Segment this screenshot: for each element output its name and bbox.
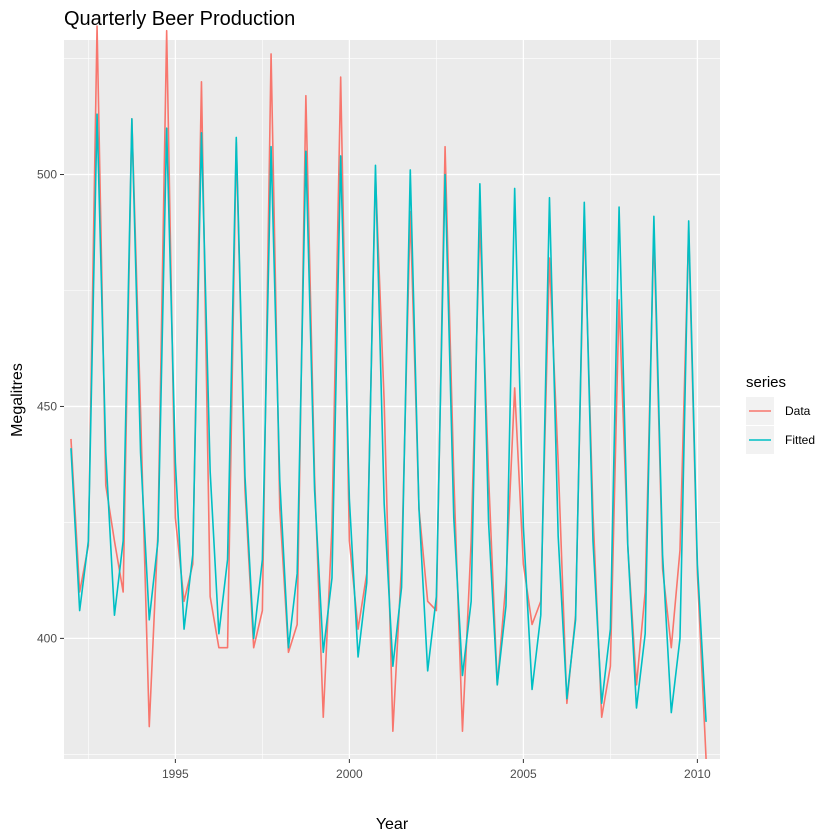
x-tick-label: 2010 (684, 767, 711, 781)
series-line-fitted (70, 113, 707, 722)
major-gridlines (64, 40, 720, 759)
legend-label-fitted: Fitted (785, 433, 815, 447)
tick-labels: 1995 2000 2005 2010 400 450 500 (37, 168, 711, 781)
y-tick-label: 450 (37, 399, 57, 413)
legend-title: series (746, 374, 786, 391)
chart-title: Quarterly Beer Production (64, 8, 295, 30)
y-tick-label: 500 (37, 168, 57, 182)
x-axis-label: Year (376, 816, 409, 833)
series-lines (70, 25, 707, 760)
axis-ticks (60, 174, 698, 763)
x-tick-label: 2005 (510, 767, 537, 781)
y-tick-label: 400 (37, 631, 57, 645)
x-tick-label: 2000 (336, 767, 363, 781)
legend-label-data: Data (785, 404, 811, 418)
legend: series Data Fitted (746, 374, 815, 454)
y-axis-label: Megalitres (9, 363, 26, 437)
x-tick-label: 1995 (162, 767, 189, 781)
